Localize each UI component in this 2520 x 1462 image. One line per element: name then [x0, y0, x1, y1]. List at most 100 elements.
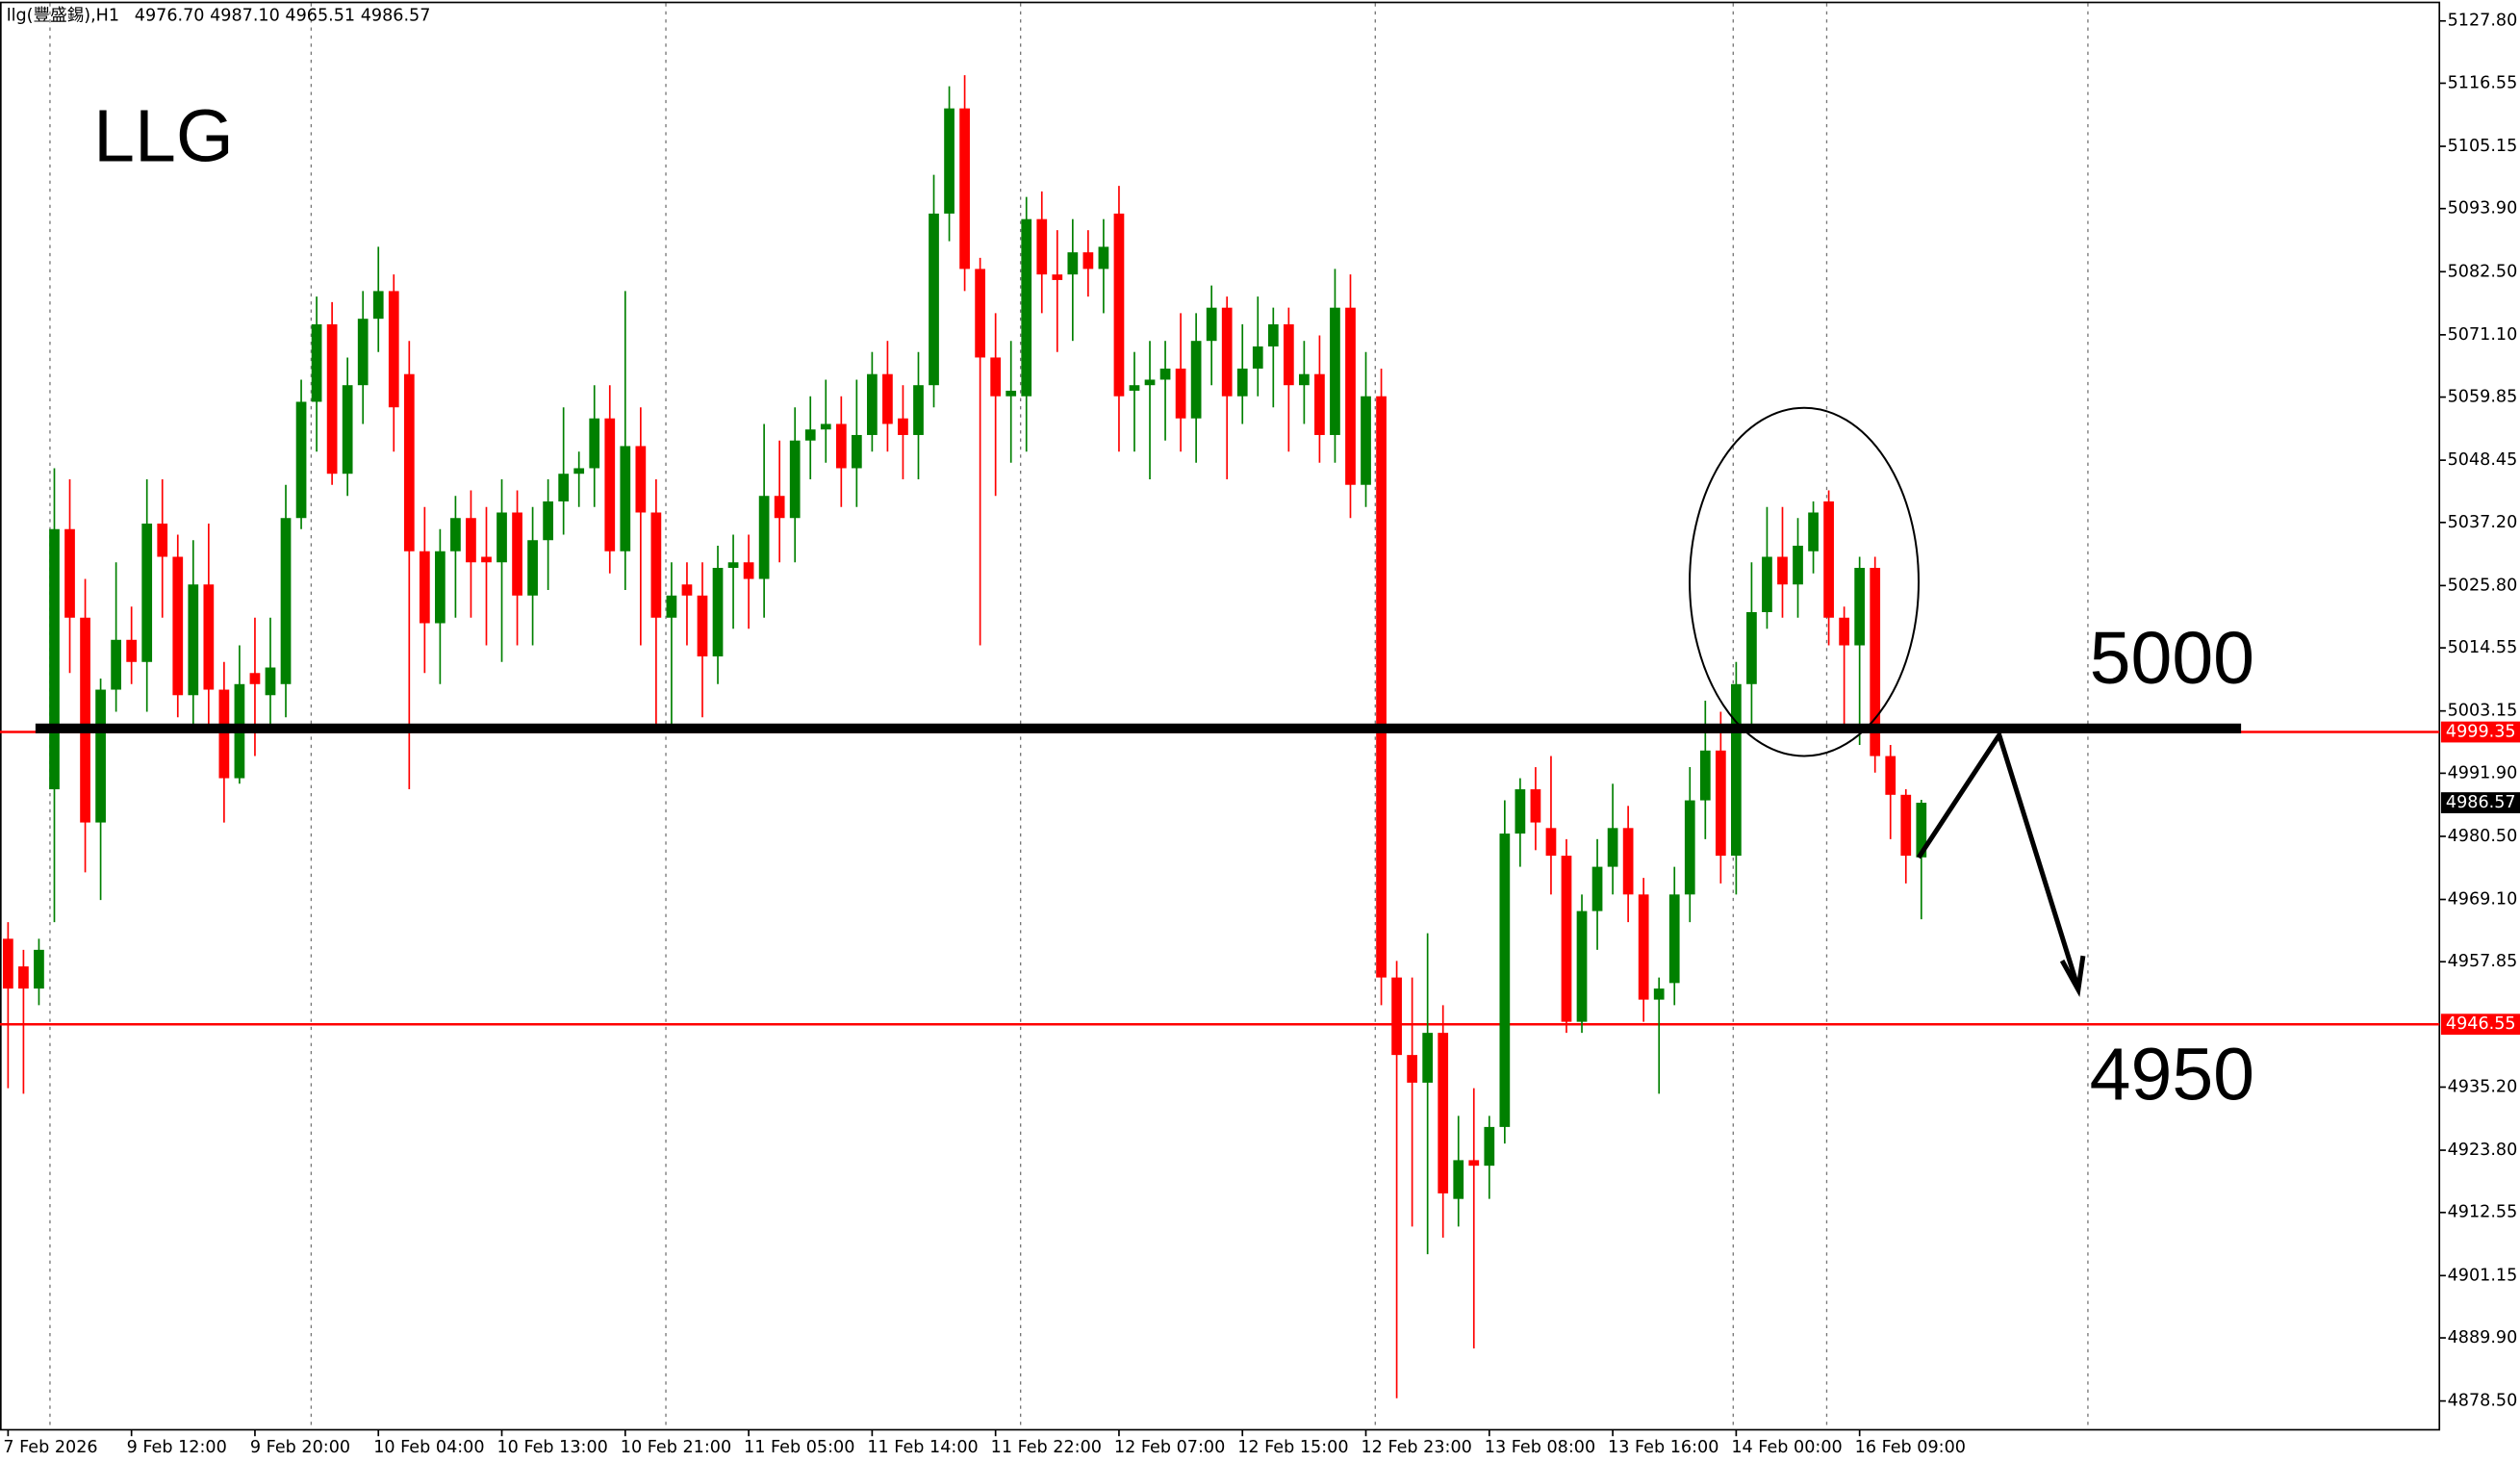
y-tick-label: 5105.15	[2448, 137, 2518, 156]
y-tick-label: 4957.85	[2448, 952, 2518, 971]
header-close: 4986.57	[361, 7, 431, 26]
x-tick-label: 13 Feb 08:00	[1485, 1438, 1595, 1457]
annotation: 4950	[2090, 1033, 2254, 1116]
y-tick-label: 5082.50	[2448, 262, 2518, 281]
candle-body	[1314, 373, 1325, 435]
header-high: 4987.10	[210, 7, 280, 26]
candle-body	[188, 584, 199, 696]
price-label: 4986.57	[2446, 793, 2516, 812]
candle-body	[141, 523, 153, 662]
candle-body	[1515, 789, 1526, 834]
candle-body	[1345, 307, 1356, 485]
candle-body	[1607, 828, 1618, 867]
candle-body	[466, 518, 476, 563]
candle-body	[372, 291, 384, 320]
y-tick-label: 5071.10	[2448, 325, 2518, 345]
candle-body	[774, 496, 785, 519]
candle-body	[1036, 218, 1048, 275]
y-tick-label: 5059.85	[2448, 388, 2518, 407]
candle-body	[650, 512, 662, 618]
candle-body	[820, 423, 831, 430]
candle-body	[1407, 1055, 1417, 1083]
candle-body	[1823, 500, 1834, 618]
candle-body	[697, 595, 708, 657]
candle-body	[758, 496, 770, 579]
candle-body	[681, 584, 693, 596]
candle-body	[1453, 1160, 1464, 1199]
candle-body	[1021, 218, 1032, 397]
candle-body	[435, 551, 445, 624]
x-tick-label: 11 Feb 14:00	[867, 1438, 978, 1457]
candle-body	[1762, 556, 1772, 613]
candle-body	[743, 562, 754, 579]
y-tick-label: 4901.15	[2448, 1266, 2518, 1285]
candle-body	[527, 540, 538, 596]
candle-body	[295, 401, 307, 519]
candle-body	[1530, 789, 1541, 823]
header-low: 4965.51	[285, 7, 355, 26]
candle-body	[481, 556, 492, 563]
candle-body	[867, 373, 878, 435]
level-label-box	[2440, 721, 2520, 743]
candle-body	[1422, 1033, 1434, 1083]
y-tick-label: 5037.20	[2448, 513, 2518, 532]
candle-body	[34, 949, 44, 989]
candle-body	[1391, 977, 1402, 1056]
candle-body	[620, 446, 631, 551]
candle-body	[280, 518, 292, 684]
candle-body	[342, 385, 353, 475]
candle-body	[1561, 856, 1572, 1022]
x-tick-label: 16 Feb 09:00	[1855, 1438, 1966, 1457]
candle-body	[18, 966, 29, 989]
y-tick-label: 5003.15	[2448, 702, 2518, 721]
candle-body	[357, 319, 369, 386]
candle-body	[1129, 385, 1140, 391]
candle-body	[419, 551, 430, 624]
x-tick-label: 9 Feb 12:00	[127, 1438, 227, 1457]
y-tick-label: 4980.50	[2448, 827, 2518, 846]
x-tick-label: 10 Feb 13:00	[496, 1438, 607, 1457]
y-tick-label: 5127.80	[2448, 12, 2518, 31]
candle-body	[1468, 1160, 1480, 1167]
x-tick-label: 9 Feb 20:00	[250, 1438, 350, 1457]
candle-body	[1484, 1126, 1495, 1167]
candle-body	[450, 518, 461, 551]
candle-body	[1221, 307, 1233, 397]
candle-body	[835, 423, 847, 469]
chart-header: llg(豐盛錫),H1 4976.70 4987.10 4965.51 4986…	[7, 7, 431, 26]
candle-body	[1885, 756, 1896, 795]
candle-body	[49, 528, 60, 790]
candle-body	[666, 595, 677, 618]
candle-body	[1916, 803, 1927, 858]
candle-body	[1622, 828, 1634, 895]
candle-body	[1144, 379, 1156, 386]
candle-body	[1330, 307, 1340, 435]
candle-body	[203, 584, 215, 690]
candle-body	[1684, 800, 1695, 895]
candle-body	[1361, 396, 1371, 485]
candle-body	[1777, 556, 1788, 585]
x-tick-label: 12 Feb 15:00	[1237, 1438, 1348, 1457]
candle-body	[573, 468, 585, 475]
candle-body	[1545, 828, 1557, 857]
y-tick-label: 5093.90	[2448, 199, 2518, 218]
key-line-label: 5000	[2090, 617, 2254, 700]
candle-body	[1839, 617, 1849, 646]
candle-body	[944, 108, 955, 214]
candle-body	[1267, 323, 1279, 346]
candle-body	[1900, 794, 1912, 857]
symbol: llg(豐盛錫),H1	[7, 7, 119, 26]
candle-body	[712, 568, 724, 657]
candle-body	[1854, 568, 1866, 646]
candle-body	[1576, 911, 1588, 1022]
candle-body	[1082, 252, 1094, 269]
plot-frame	[0, 1, 2441, 1431]
level-label: 4946.55	[2446, 1014, 2516, 1034]
y-tick-label: 5025.80	[2448, 576, 2518, 595]
header-open: 4976.70	[135, 7, 205, 26]
x-tick-label: 12 Feb 07:00	[1114, 1438, 1225, 1457]
candle-body	[975, 269, 985, 358]
candle-body	[990, 357, 1002, 397]
candle-body	[1067, 252, 1079, 275]
chart-title: LLG	[93, 95, 234, 178]
